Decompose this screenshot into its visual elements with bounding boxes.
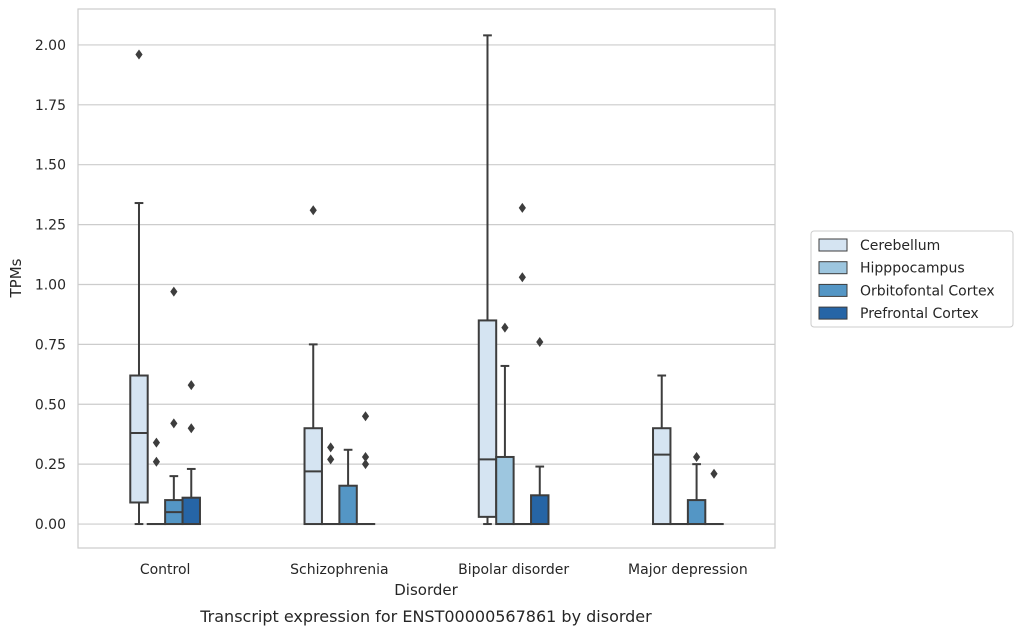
box-body — [652, 427, 672, 526]
box-body — [303, 427, 323, 526]
grid-lines — [78, 44, 775, 525]
outlier-point — [327, 454, 335, 465]
y-tick-label: 1.50 — [35, 158, 66, 174]
plot-frame — [77, 8, 776, 549]
box-body — [477, 319, 498, 518]
outlier-point — [187, 380, 195, 391]
x-tick-label: Schizophrenia — [290, 562, 388, 578]
x-tick-label: Bipolar disorder — [458, 562, 569, 578]
box-body — [338, 484, 358, 526]
box-4-1 — [181, 380, 201, 526]
legend-swatch — [818, 238, 848, 252]
y-tick-label: 0.50 — [35, 397, 66, 413]
outlier-point — [710, 468, 718, 479]
box-4-3 — [530, 336, 550, 526]
outlier-point — [152, 456, 161, 467]
box-1-3 — [477, 34, 498, 526]
y-tick-label: 0.00 — [35, 517, 66, 533]
box-2-2 — [320, 442, 341, 526]
box-2-1 — [146, 437, 167, 526]
box-3-3 — [512, 202, 533, 526]
box-4-4 — [704, 468, 724, 526]
y-tick-labels: 0.00 0.25 0.50 0.75 1.00 1.25 1.50 1.75 2.00 — [35, 38, 66, 533]
outlier-point — [361, 459, 370, 470]
box-body — [530, 494, 550, 526]
legend-label: Cerebellum — [860, 238, 940, 254]
box-body — [181, 496, 201, 526]
outlier-point — [692, 451, 701, 462]
box-2-3 — [495, 322, 515, 526]
y-tick-label: 1.75 — [35, 98, 66, 114]
outlier-point — [536, 336, 544, 347]
box-body — [686, 499, 707, 526]
outlier-point — [518, 202, 526, 213]
y-tick-label: 2.00 — [35, 38, 66, 54]
box-3-1 — [164, 286, 184, 526]
legend-swatch — [818, 283, 848, 297]
legend-swatch — [818, 306, 848, 320]
outlier-point — [152, 437, 161, 448]
outlier-point — [361, 411, 370, 422]
outlier-point — [327, 442, 335, 453]
chart-caption: Transcript expression for ENST0000056786… — [199, 607, 652, 626]
legend-label: Prefrontal Cortex — [860, 306, 979, 322]
outlier-point — [501, 322, 509, 333]
x-tick-labels: Control Schizophrenia Bipolar disorder Majo… — [140, 562, 748, 578]
outlier-point — [135, 49, 143, 60]
x-axis-label: Disorder — [394, 581, 458, 599]
y-tick-label: 1.00 — [35, 277, 66, 293]
x-tick-label: Control — [140, 562, 191, 578]
outlier-point — [170, 286, 178, 297]
legend-label: Orbitofontal Cortex — [860, 283, 995, 299]
y-tick-label: 0.75 — [35, 337, 66, 353]
outlier-point — [170, 418, 178, 429]
box-groups — [129, 34, 724, 526]
box-4-2 — [355, 411, 376, 526]
box-3-4 — [686, 451, 707, 526]
outlier-point — [518, 272, 526, 283]
box-1-1 — [129, 49, 149, 526]
legend-swatch — [818, 261, 848, 275]
outlier-point — [361, 451, 370, 462]
x-tick-label: Major depression — [628, 562, 748, 578]
legend-label: Hipppocampus — [860, 261, 965, 277]
y-tick-label: 0.25 — [35, 457, 66, 473]
legend: Cerebellum Hipppocampus Orbitofontal Corte… — [810, 230, 1014, 328]
box-body — [495, 455, 515, 526]
box-3-2 — [338, 448, 358, 526]
box-body — [129, 374, 149, 504]
legend-frame — [810, 230, 1014, 328]
y-axis-label: TPMs — [7, 258, 25, 298]
box-1-2 — [303, 205, 323, 526]
y-tick-label: 1.25 — [35, 218, 66, 234]
box-1-4 — [652, 374, 672, 526]
outlier-point — [309, 205, 317, 216]
outlier-point — [187, 423, 195, 434]
